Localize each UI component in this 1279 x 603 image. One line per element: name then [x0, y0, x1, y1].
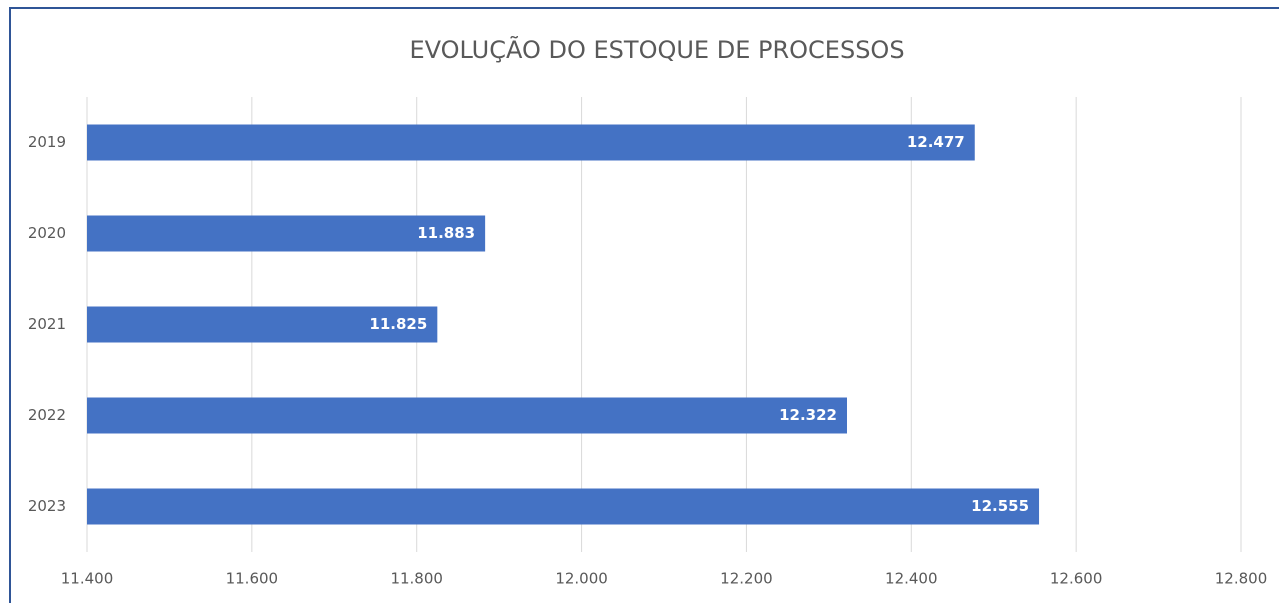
chart-title: EVOLUÇÃO DO ESTOQUE DE PROCESSOS — [409, 34, 904, 64]
x-tick-label: 12.200 — [720, 570, 773, 588]
x-tick-label: 11.400 — [61, 570, 114, 588]
data-label: 11.883 — [417, 224, 475, 242]
y-tick-label: 2021 — [28, 315, 66, 333]
x-tick-label: 12.800 — [1215, 570, 1268, 588]
y-tick-label: 2023 — [28, 497, 66, 515]
data-label: 12.322 — [779, 406, 837, 424]
x-tick-label: 12.400 — [885, 570, 938, 588]
bar — [87, 215, 486, 252]
data-label: 12.555 — [971, 497, 1029, 515]
y-tick-label: 2020 — [28, 224, 66, 242]
y-tick-label: 2022 — [28, 406, 66, 424]
x-tick-label: 11.600 — [226, 570, 279, 588]
bar — [87, 306, 438, 343]
x-tick-label: 11.800 — [390, 570, 443, 588]
bar — [87, 488, 1040, 525]
y-tick-label: 2019 — [28, 133, 66, 151]
bar — [87, 124, 975, 161]
bar — [87, 397, 847, 434]
x-tick-label: 12.000 — [555, 570, 608, 588]
x-tick-label: 12.600 — [1050, 570, 1103, 588]
data-label: 12.477 — [907, 133, 965, 151]
data-label: 11.825 — [369, 315, 427, 333]
